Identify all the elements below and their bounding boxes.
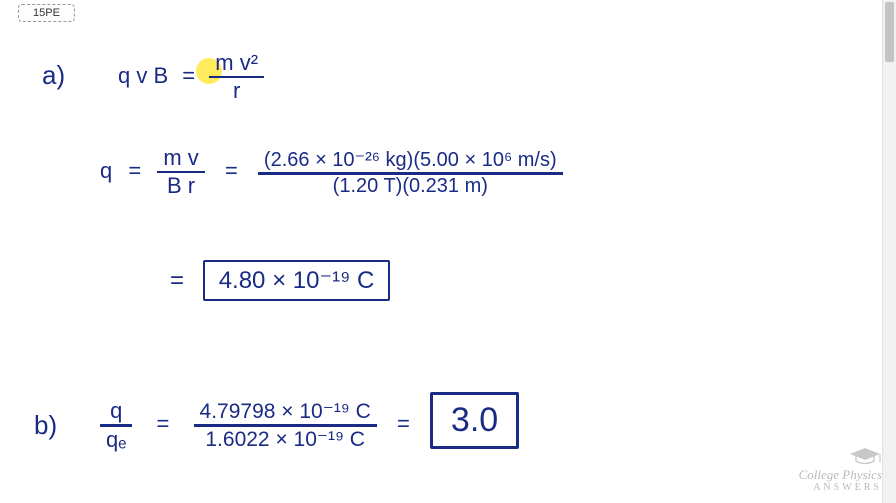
- symbolic-fraction: m v B r: [157, 145, 204, 199]
- eq-b-ratio: q qₑ = 4.79798 × 10⁻¹⁹ C 1.6022 × 10⁻¹⁹ …: [100, 392, 519, 453]
- lhs: q v B: [118, 63, 168, 88]
- problem-tab-label: 15PE: [33, 7, 60, 19]
- ratio-numeric: 4.79798 × 10⁻¹⁹ C 1.6022 × 10⁻¹⁹ C: [194, 399, 377, 452]
- eq-a-force-balance: q v B = m v² r: [118, 50, 264, 104]
- vertical-scrollbar[interactable]: [882, 0, 896, 503]
- result-box-a: 4.80 × 10⁻¹⁹ C: [203, 260, 391, 301]
- lhs: q: [100, 158, 112, 183]
- part-a-label: a): [42, 60, 65, 91]
- ratio-symbolic: q qₑ: [100, 398, 132, 453]
- numeric-fraction: (2.66 × 10⁻²⁶ kg)(5.00 × 10⁶ m/s) (1.20 …: [258, 147, 563, 198]
- watermark: College Physics ANSWERS: [799, 446, 882, 493]
- rhs-fraction: m v² r: [209, 50, 264, 104]
- part-b-label: b): [34, 410, 57, 441]
- eq-a-solve-q: q = m v B r = (2.66 × 10⁻²⁶ kg)(5.00 × 1…: [100, 145, 563, 199]
- watermark-line2: ANSWERS: [799, 482, 882, 493]
- result-box-b: 3.0: [430, 392, 519, 449]
- eq-a-result: = 4.80 × 10⁻¹⁹ C: [170, 260, 390, 301]
- problem-tab: 15PE: [18, 4, 75, 22]
- watermark-line1: College Physics: [799, 468, 882, 482]
- graduation-cap-icon: [848, 446, 882, 466]
- scrollbar-thumb[interactable]: [885, 2, 894, 62]
